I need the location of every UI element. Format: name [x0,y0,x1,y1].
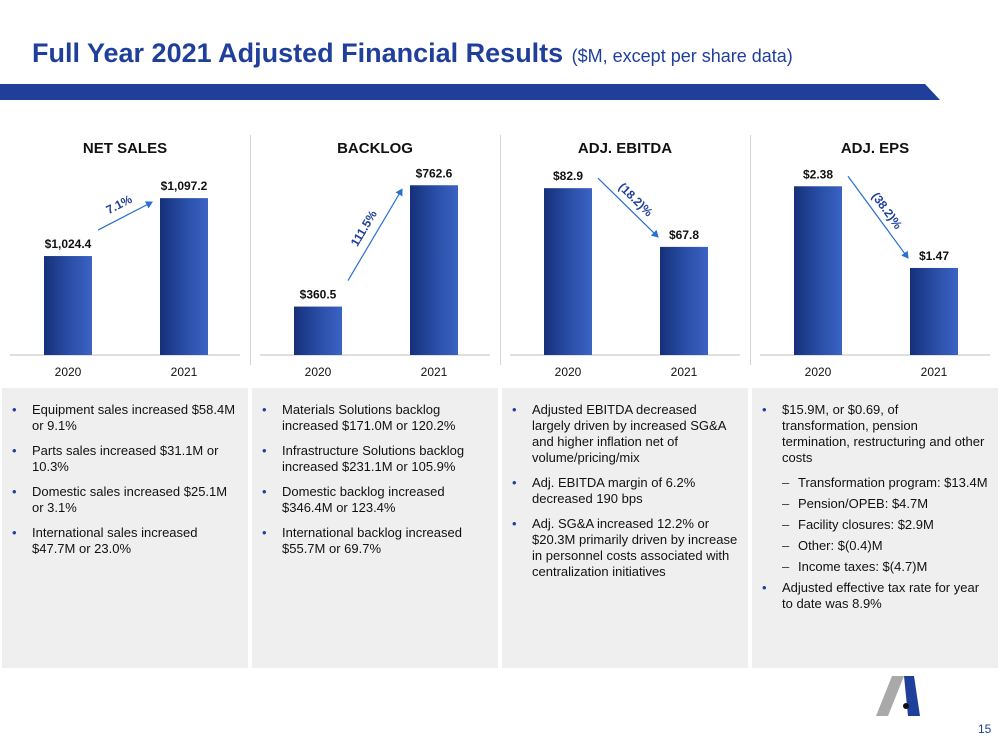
page-number: 15 [978,722,992,736]
bullet-item: Materials Solutions backlog increased $1… [262,402,488,434]
data-label: $1,024.4 [45,237,92,251]
change-arrow [97,201,153,231]
bullet-item: International backlog increased $55.7M o… [262,525,488,557]
x-tick-label: 2021 [421,365,448,379]
adj-eps-heading: ADJ. EPS [840,140,910,157]
adj-eps-notes: $15.9M, or $0.69, of transformation, pen… [752,388,998,668]
header-banner [0,84,940,100]
bullet-item: Infrastructure Solutions backlog increas… [262,443,488,475]
x-tick-label: 2020 [555,365,582,379]
bullet-item: Domestic sales increased $25.1M or 3.1% [12,484,238,516]
data-label: $2.38 [803,167,833,181]
subtitle-text: ($M, except per share data) [571,46,793,66]
data-label: $67.8 [669,228,699,242]
adj-ebitda-heading: ADJ. EBITDA [577,140,673,157]
sub-bullet-item: Other: $(0.4)M [762,538,988,554]
backlog-heading: BACKLOG [337,140,413,157]
net-sales-notes: Equipment sales increased $58.4M or 9.1%… [2,388,248,668]
x-tick-label: 2021 [671,365,698,379]
bullet-item: Adj. EBITDA margin of 6.2% decreased 190… [512,475,738,507]
notes-list: Materials Solutions backlog increased $1… [262,402,488,557]
change-arrow [847,175,909,259]
x-tick-label: 2021 [921,365,948,379]
adj-ebitda-notes: Adjusted EBITDA decreased largely driven… [502,388,748,668]
bullet-item: $15.9M, or $0.69, of transformation, pen… [762,402,988,466]
bullet-item: Equipment sales increased $58.4M or 9.1% [12,402,238,434]
data-label: $82.9 [553,169,583,183]
panel-divider [750,135,751,365]
bullet-item: Adjusted EBITDA decreased largely driven… [512,402,738,466]
data-label: $1.47 [919,249,949,263]
bar [44,256,92,355]
x-tick-label: 2020 [305,365,332,379]
x-tick-label: 2020 [805,365,832,379]
bar-charts: $1,024.42020$1,097.220217.1%$360.52020$7… [10,166,990,379]
panel-divider [250,135,251,365]
change-arrow [597,177,659,238]
change-label: 111.5% [348,208,380,249]
company-logo [876,676,920,716]
backlog-notes: Materials Solutions backlog increased $1… [252,388,498,668]
x-tick-label: 2020 [55,365,82,379]
sub-bullet-item: Income taxes: $(4.7)M [762,559,988,575]
sub-bullet-item: Facility closures: $2.9M [762,517,988,533]
net-sales-heading: NET SALES [82,140,168,157]
notes-list: Equipment sales increased $58.4M or 9.1%… [12,402,238,557]
sub-bullet-item: Transformation program: $13.4M [762,475,988,491]
bullet-item: Adjusted effective tax rate for year to … [762,580,988,612]
change-label: (38.2)% [869,190,905,232]
sub-bullet-item: Pension/OPEB: $4.7M [762,496,988,512]
title-text: Full Year 2021 Adjusted Financial Result… [32,38,564,68]
data-label: $360.5 [300,288,337,302]
bar [410,185,458,355]
data-label: $762.6 [416,166,453,180]
panel-divider [500,135,501,365]
notes-list: Adjusted EBITDA decreased largely driven… [512,402,738,580]
x-tick-label: 2021 [171,365,198,379]
bar [160,198,208,355]
bullet-item: International sales increased $47.7M or … [12,525,238,557]
change-arrow [347,188,403,281]
data-label: $1,097.2 [161,179,208,193]
bar [794,186,842,355]
bar [294,306,342,355]
bullet-item: Parts sales increased $31.1M or 10.3% [12,443,238,475]
change-label: (18.2)% [616,180,656,220]
bullet-item: Adj. SG&A increased 12.2% or $20.3M prim… [512,516,738,580]
bar [544,188,592,355]
page-title: Full Year 2021 Adjusted Financial Result… [32,38,793,69]
notes-list: $15.9M, or $0.69, of transformation, pen… [762,402,988,612]
bullet-item: Domestic backlog increased $346.4M or 12… [262,484,488,516]
bar [910,267,958,355]
bar [660,246,708,355]
